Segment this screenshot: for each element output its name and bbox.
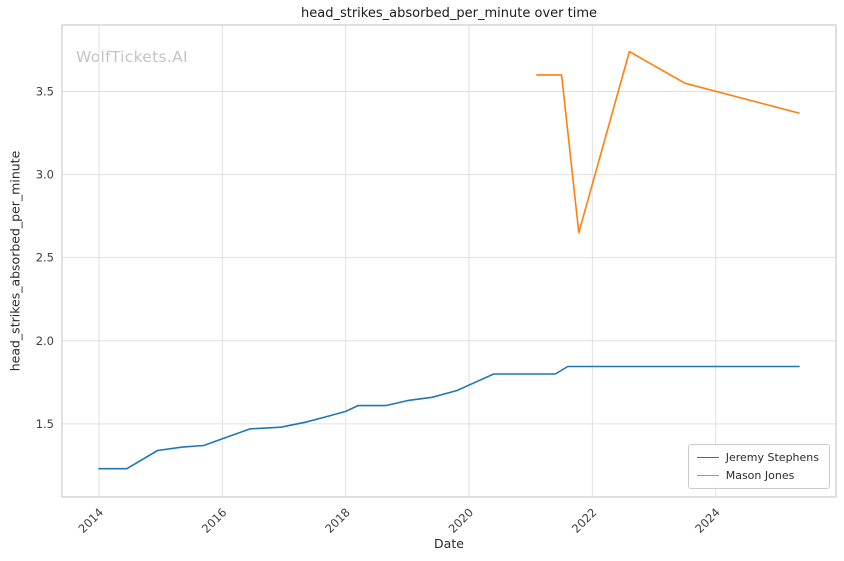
y-tick-label: 2.5 bbox=[36, 251, 54, 265]
legend: Jeremy Stephens Mason Jones bbox=[687, 444, 830, 489]
x-tick-label: 2022 bbox=[569, 505, 600, 536]
legend-line-swatch bbox=[696, 457, 719, 458]
x-tick-label: 2018 bbox=[322, 505, 353, 536]
y-tick-label: 3.5 bbox=[36, 84, 54, 98]
x-tick-label: 2024 bbox=[692, 505, 723, 536]
legend-item: Mason Jones bbox=[696, 469, 819, 482]
plot-border bbox=[61, 24, 837, 498]
watermark: WolfTickets.AI bbox=[76, 48, 188, 66]
y-tick-label: 2.0 bbox=[36, 334, 54, 348]
y-axis-label: head_strikes_absorbed_per_minute bbox=[7, 150, 23, 372]
legend-item: Jeremy Stephens bbox=[696, 451, 819, 464]
x-tick-label: 2016 bbox=[199, 505, 230, 536]
legend-line-swatch bbox=[696, 475, 719, 476]
x-tick-label: 2014 bbox=[76, 505, 107, 536]
series-line bbox=[536, 50, 800, 234]
y-tick-label: 1.5 bbox=[36, 417, 54, 431]
legend-label: Mason Jones bbox=[725, 469, 795, 482]
y-tick-label: 3.0 bbox=[36, 168, 54, 182]
x-axis-label: Date bbox=[434, 536, 464, 551]
series-line bbox=[98, 365, 800, 470]
chart-title: head_strikes_absorbed_per_minute over ti… bbox=[301, 6, 597, 21]
x-tick-label: 2020 bbox=[446, 505, 477, 536]
legend-label: Jeremy Stephens bbox=[725, 451, 819, 464]
